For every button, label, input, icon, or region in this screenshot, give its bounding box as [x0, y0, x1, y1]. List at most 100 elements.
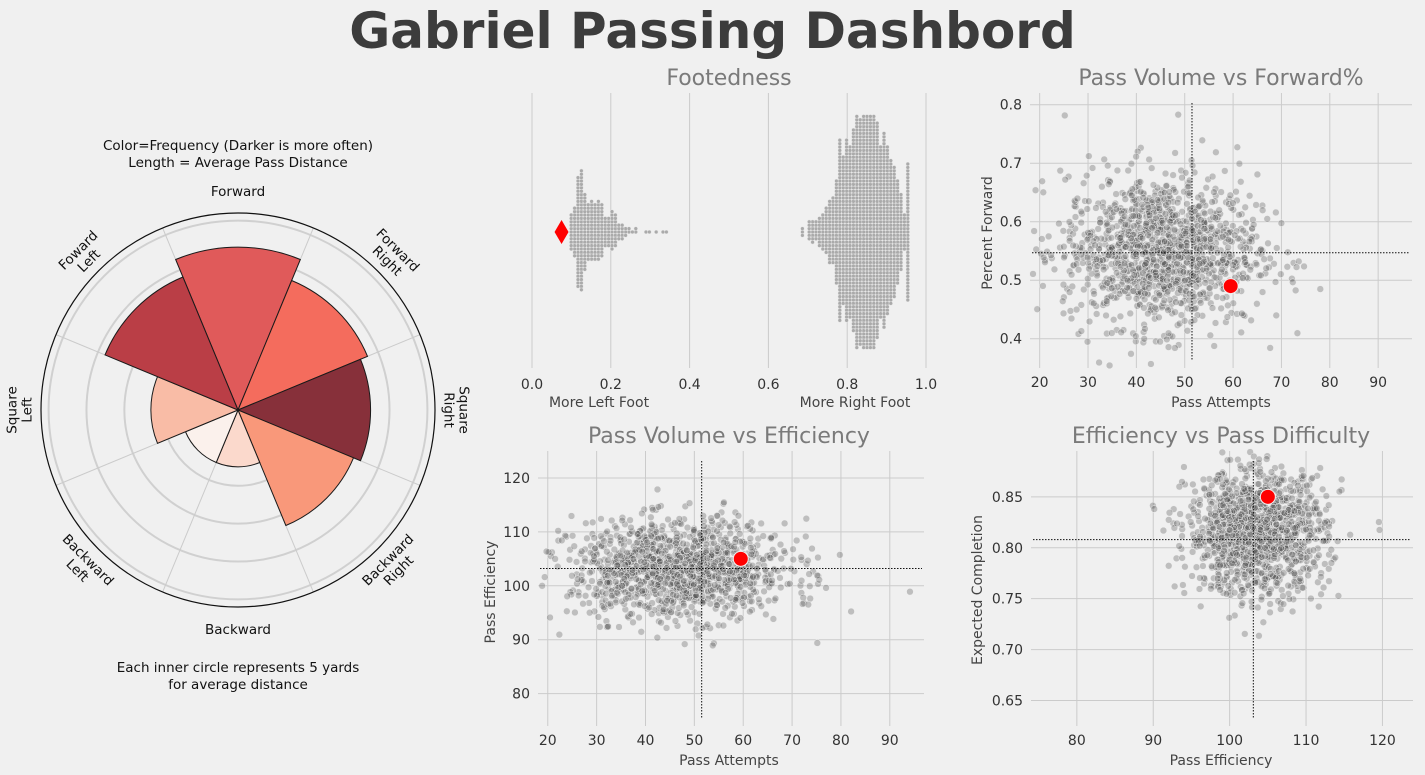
- volume-vs-efficiency-point: [621, 561, 630, 569]
- dashboard-title: Gabriel Passing Dashbord: [349, 2, 1076, 60]
- volume-vs-forward-point: [1071, 213, 1080, 221]
- volume-vs-forward-point: [1059, 281, 1068, 289]
- footedness-point: [599, 253, 604, 258]
- volume-vs-forward-point: [1245, 192, 1254, 200]
- volume-vs-efficiency-point: [740, 571, 748, 579]
- volume-vs-efficiency-point: [780, 519, 789, 528]
- volume-vs-forward-point: [1092, 204, 1100, 212]
- volume-vs-forward-point: [1088, 164, 1097, 172]
- volume-vs-forward-point: [1098, 183, 1106, 191]
- volume-vs-efficiency-point: [662, 624, 671, 632]
- volume-vs-forward-point: [1128, 185, 1136, 193]
- volume-vs-efficiency-point: [606, 537, 615, 545]
- volume-vs-efficiency-point: [645, 603, 653, 612]
- efficiency-vs-difficulty-point: [1277, 462, 1286, 471]
- volume-vs-forward-highlight-point: [1222, 278, 1239, 295]
- volume-vs-forward-point: [1171, 308, 1179, 316]
- volume-vs-forward-point: [1074, 266, 1083, 274]
- volume-vs-forward-point: [1258, 288, 1267, 296]
- volume-vs-efficiency-point: [681, 559, 689, 568]
- volume-vs-forward-point: [1160, 237, 1169, 246]
- volume-vs-forward-point: [1210, 342, 1218, 350]
- volume-vs-efficiency-point: [767, 570, 775, 578]
- volume-vs-efficiency-point: [760, 587, 768, 596]
- volume-vs-efficiency-point: [572, 558, 581, 566]
- volume-vs-forward-point: [1120, 259, 1129, 267]
- volume-vs-efficiency-point: [648, 610, 656, 618]
- volume-vs-efficiency-point: [635, 613, 643, 622]
- efficiency-vs-difficulty-point: [1255, 632, 1263, 640]
- footedness-xlabel-left: More Left Foot: [549, 395, 650, 411]
- volume-vs-efficiency-point: [766, 554, 774, 562]
- volume-vs-forward-point: [1130, 222, 1138, 230]
- volume-vs-forward-point: [1164, 198, 1173, 207]
- efficiency-vs-difficulty-point: [1188, 572, 1196, 580]
- footedness-point: [609, 246, 615, 252]
- footedness-point: [837, 318, 842, 323]
- volume-vs-forward-point: [1145, 155, 1153, 164]
- efficiency-vs-difficulty-x-tick-label: 120: [1369, 733, 1396, 749]
- volume-vs-efficiency-point: [723, 549, 731, 557]
- efficiency-vs-difficulty-y-tick-label: 0.80: [992, 541, 1023, 557]
- volume-vs-forward-point: [1070, 261, 1078, 269]
- footedness-point: [875, 121, 880, 126]
- volume-vs-forward-point: [1155, 313, 1163, 322]
- footedness-point: [827, 199, 832, 204]
- footedness-point: [599, 202, 604, 207]
- volume-vs-forward-point: [1217, 188, 1225, 196]
- volume-vs-efficiency-point: [584, 583, 593, 591]
- volume-vs-efficiency-point: [586, 609, 594, 617]
- footedness-point: [603, 216, 608, 221]
- volume-vs-efficiency-point: [734, 512, 743, 520]
- footedness-point: [858, 117, 863, 122]
- volume-vs-forward-point: [1083, 338, 1092, 346]
- footedness-point: [606, 243, 611, 248]
- volume-vs-forward-point: [1059, 297, 1067, 305]
- volume-vs-forward-point: [1179, 268, 1187, 276]
- efficiency-vs-difficulty-x-tick-label: 90: [1144, 733, 1162, 749]
- volume-vs-forward-point: [1155, 204, 1164, 213]
- footedness-point: [854, 114, 859, 119]
- volume-vs-efficiency-point: [692, 625, 700, 633]
- volume-vs-efficiency-x-tick-label: 60: [734, 733, 752, 749]
- footedness-point: [623, 233, 628, 238]
- volume-vs-efficiency-point: [586, 568, 594, 577]
- volume-vs-forward-point: [1055, 219, 1063, 228]
- volume-vs-forward-point: [1130, 271, 1138, 279]
- footedness-point: [582, 192, 587, 197]
- volume-vs-forward-x-tick-label: 80: [1321, 375, 1339, 391]
- volume-vs-forward-point: [1090, 299, 1098, 307]
- footedness-point: [868, 345, 873, 350]
- footedness-point: [575, 175, 581, 180]
- volume-vs-efficiency-point: [747, 544, 755, 552]
- volume-vs-forward-point: [1140, 304, 1148, 312]
- volume-vs-efficiency-point: [730, 575, 738, 584]
- volume-vs-efficiency-point: [804, 556, 812, 565]
- volume-vs-forward-point: [1165, 188, 1173, 196]
- volume-vs-efficiency-point: [847, 607, 855, 616]
- volume-vs-efficiency-point: [643, 538, 651, 547]
- volume-vs-forward-point: [1092, 255, 1101, 263]
- volume-vs-forward-point: [1200, 235, 1208, 243]
- volume-vs-efficiency-point: [622, 595, 630, 603]
- volume-vs-forward-point: [1067, 271, 1076, 279]
- volume-vs-forward-point: [1147, 360, 1155, 368]
- footedness-point: [824, 206, 829, 211]
- volume-vs-forward-point: [1160, 283, 1168, 291]
- footedness-point: [824, 250, 829, 255]
- volume-vs-efficiency-point: [591, 544, 599, 553]
- volume-vs-forward-point: [1224, 243, 1232, 252]
- footedness-tick-label: 0.0: [521, 377, 543, 393]
- volume-vs-efficiency-point: [680, 601, 688, 610]
- polar-note-bottom-1: Each inner circle represents 5 yards: [117, 660, 360, 676]
- footedness-point: [854, 345, 859, 350]
- volume-vs-forward-point: [1077, 208, 1085, 216]
- volume-vs-forward-point: [1160, 296, 1168, 305]
- volume-vs-forward-point: [1171, 211, 1180, 219]
- volume-vs-forward-point: [1060, 243, 1068, 251]
- volume-vs-forward-point: [1116, 234, 1124, 242]
- volume-vs-forward-title: Pass Volume vs Forward%: [1078, 66, 1363, 91]
- volume-vs-efficiency-point: [771, 594, 780, 603]
- footedness-point: [596, 199, 601, 204]
- volume-vs-efficiency-point: [768, 576, 776, 585]
